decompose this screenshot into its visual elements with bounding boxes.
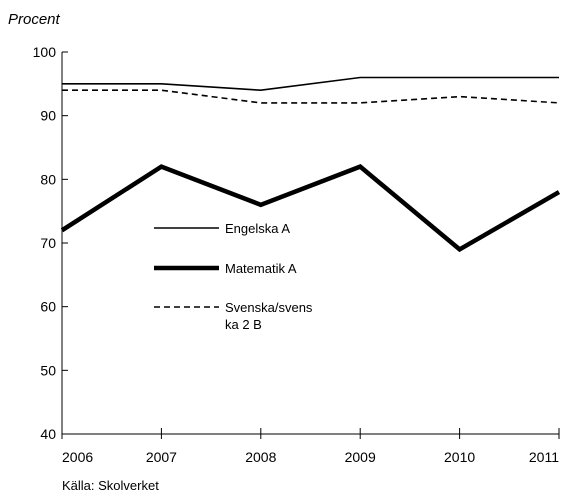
- y-tick-label: 80: [40, 171, 56, 187]
- x-tick-label: 2006: [62, 449, 93, 465]
- y-axis-ticks: 40 50 60 70 80 90 100: [33, 44, 68, 442]
- legend-label-3: ka 2 B: [225, 317, 262, 332]
- source-note: Källa: Skolverket: [62, 478, 159, 493]
- y-tick-label: 100: [33, 44, 57, 60]
- x-axis-ticks: 2006 2007 2008 2009 2010 2011: [61, 428, 560, 465]
- series-line-2: [60, 164, 561, 253]
- x-tick-label: 2008: [245, 449, 276, 465]
- legend-label-2: Matematik A: [225, 261, 297, 276]
- y-tick-label: 60: [40, 299, 56, 315]
- series-line-3: [62, 89, 560, 104]
- legend: Engelska A Matematik A Svenska/svens ka 2 B: [154, 221, 313, 332]
- series-line-1: [62, 76, 559, 92]
- plot-frame: [61, 52, 559, 435]
- y-tick-label: 40: [40, 426, 56, 442]
- y-tick-label: 90: [40, 108, 56, 124]
- x-tick-label: 2010: [444, 449, 475, 465]
- legend-label-1: Engelska A: [225, 221, 290, 236]
- x-tick-label: 2011: [529, 449, 559, 465]
- legend-label-3: Svenska/svens: [225, 300, 313, 315]
- y-tick-label: 50: [40, 362, 56, 378]
- x-tick-label: 2009: [345, 449, 376, 465]
- x-tick-label: 2007: [146, 449, 177, 465]
- series-lines: [60, 76, 561, 253]
- y-tick-label: 70: [40, 235, 56, 251]
- y-axis-title: Procent: [8, 11, 61, 28]
